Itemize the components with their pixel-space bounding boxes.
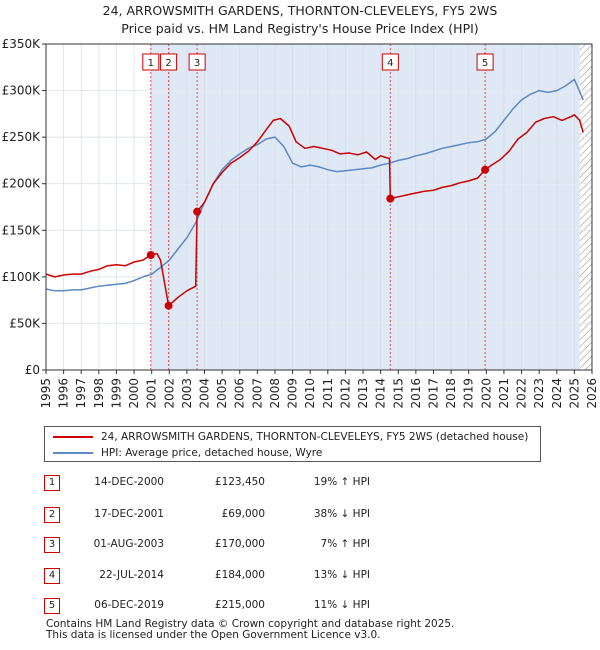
transaction-hpi: 19% ↑ HPI bbox=[313, 476, 370, 488]
x-tick-label: 2024 bbox=[550, 378, 564, 409]
sale-point bbox=[193, 207, 202, 216]
x-tick-label: 2002 bbox=[162, 378, 176, 409]
x-tick-label: 2001 bbox=[145, 378, 159, 409]
y-tick-label: £350K bbox=[2, 37, 42, 51]
transaction-row: 3 01-AUG-2003 £170,000 7% ↑ HPI bbox=[0, 534, 600, 556]
transaction-badge: 4 bbox=[44, 568, 60, 584]
transaction-date: 14-DEC-2000 bbox=[94, 476, 164, 488]
legend-swatch-hpi bbox=[53, 452, 93, 454]
chart-title: 24, ARROWSMITH GARDENS, THORNTON-CLEVELE… bbox=[0, 2, 600, 38]
transaction-hpi: 7% ↑ HPI bbox=[320, 538, 370, 550]
x-tick-label: 2026 bbox=[585, 378, 599, 409]
y-tick-label: £200K bbox=[2, 177, 42, 191]
sale-point bbox=[386, 194, 395, 203]
legend-item-property: 24, ARROWSMITH GARDENS, THORNTON-CLEVELE… bbox=[53, 429, 528, 445]
transaction-hpi: 13% ↓ HPI bbox=[313, 569, 370, 581]
sale-number-box bbox=[476, 53, 494, 71]
x-tick-label: 2022 bbox=[515, 378, 529, 409]
x-tick-label: 2007 bbox=[250, 378, 264, 409]
transaction-row: 4 22-JUL-2014 £184,000 13% ↓ HPI bbox=[0, 565, 600, 587]
transaction-price: £184,000 bbox=[214, 569, 265, 581]
legend-label-property: 24, ARROWSMITH GARDENS, THORNTON-CLEVELE… bbox=[101, 431, 529, 443]
transaction-hpi: 38% ↓ HPI bbox=[313, 508, 370, 520]
x-tick-label: 1995 bbox=[39, 378, 53, 409]
plot-frame bbox=[45, 43, 593, 371]
x-tick-label: 2014 bbox=[374, 378, 388, 409]
hpi-series-line bbox=[45, 78, 584, 292]
transaction-badge: 2 bbox=[44, 507, 60, 523]
transaction-date: 01-AUG-2003 bbox=[93, 538, 164, 550]
sale-number-label: 1 bbox=[148, 58, 154, 69]
sale-number-label: 5 bbox=[482, 58, 488, 69]
x-tick-label: 1997 bbox=[74, 378, 88, 409]
legend: 24, ARROWSMITH GARDENS, THORNTON-CLEVELE… bbox=[44, 426, 541, 462]
legend-item-hpi: HPI: Average price, detached house, Wyre bbox=[53, 445, 322, 461]
forecast-hatching bbox=[579, 44, 592, 370]
x-tick-label: 2015 bbox=[391, 378, 405, 409]
sale-number-box bbox=[160, 53, 178, 71]
footer-licence: This data is licensed under the Open Gov… bbox=[46, 629, 381, 641]
title-line-1: 24, ARROWSMITH GARDENS, THORNTON-CLEVELE… bbox=[102, 3, 498, 18]
transaction-date: 06-DEC-2019 bbox=[94, 599, 164, 611]
y-tick-label: £300K bbox=[2, 84, 42, 98]
x-tick-label: 2023 bbox=[532, 378, 546, 409]
transaction-row: 2 17-DEC-2001 £69,000 38% ↓ HPI bbox=[0, 504, 600, 526]
y-tick-label: £0 bbox=[25, 363, 40, 377]
x-tick-label: 2017 bbox=[426, 378, 440, 409]
x-tick-label: 2006 bbox=[233, 378, 247, 409]
transaction-hpi: 11% ↓ HPI bbox=[313, 599, 370, 611]
transaction-row: 5 06-DEC-2019 £215,000 11% ↓ HPI bbox=[0, 595, 600, 617]
y-tick-label: £100K bbox=[2, 270, 42, 284]
sale-point bbox=[481, 165, 490, 174]
y-tick-label: £250K bbox=[2, 130, 42, 144]
ownership-shading bbox=[150, 44, 580, 370]
sale-number-label: 4 bbox=[387, 58, 393, 69]
x-tick-label: 1996 bbox=[57, 378, 71, 409]
x-tick-label: 2025 bbox=[567, 378, 581, 409]
sale-number-box bbox=[188, 53, 206, 71]
transaction-badge: 1 bbox=[44, 475, 60, 491]
x-tick-label: 2016 bbox=[409, 378, 423, 409]
x-tick-label: 2018 bbox=[444, 378, 458, 409]
footer: Contains HM Land Registry data © Crown c… bbox=[46, 619, 454, 641]
footer-copyright: Contains HM Land Registry data © Crown c… bbox=[46, 618, 455, 630]
x-tick-label: 2005 bbox=[215, 378, 229, 409]
x-tick-label: 2010 bbox=[303, 378, 317, 409]
sale-number-box bbox=[142, 53, 160, 71]
transaction-price: £215,000 bbox=[214, 599, 265, 611]
x-tick-label: 2019 bbox=[462, 378, 476, 409]
x-tick-label: 2008 bbox=[268, 378, 282, 409]
x-tick-label: 2009 bbox=[286, 378, 300, 409]
sale-point bbox=[146, 251, 155, 260]
x-tick-label: 2013 bbox=[356, 378, 370, 409]
legend-swatch-property bbox=[53, 436, 93, 438]
x-tick-label: 2003 bbox=[180, 378, 194, 409]
sale-number-label: 2 bbox=[165, 58, 171, 69]
sale-number-box bbox=[381, 53, 399, 71]
y-tick-label: £150K bbox=[2, 223, 42, 237]
legend-label-hpi: HPI: Average price, detached house, Wyre bbox=[101, 447, 323, 459]
transaction-price: £123,450 bbox=[214, 476, 265, 488]
transaction-badge: 5 bbox=[44, 598, 60, 614]
y-tick-label: £50K bbox=[9, 316, 41, 330]
property-series-line bbox=[45, 114, 584, 307]
transaction-row: 1 14-DEC-2000 £123,450 19% ↑ HPI bbox=[0, 472, 600, 494]
x-tick-label: 2000 bbox=[127, 378, 141, 409]
title-line-2: Price paid vs. HM Land Registry's House … bbox=[121, 21, 479, 36]
x-tick-label: 2020 bbox=[479, 378, 493, 409]
transaction-price: £69,000 bbox=[221, 508, 265, 520]
x-tick-label: 2021 bbox=[497, 378, 511, 409]
x-tick-label: 2012 bbox=[338, 378, 352, 409]
transaction-date: 22-JUL-2014 bbox=[99, 569, 164, 581]
x-tick-label: 1998 bbox=[92, 378, 106, 409]
transaction-date: 17-DEC-2001 bbox=[94, 508, 164, 520]
sale-number-label: 3 bbox=[194, 58, 200, 69]
sale-point bbox=[164, 301, 173, 310]
x-tick-label: 2004 bbox=[198, 378, 212, 409]
transaction-price: £170,000 bbox=[214, 538, 265, 550]
x-tick-label: 2011 bbox=[321, 378, 335, 409]
transaction-badge: 3 bbox=[44, 537, 60, 553]
x-tick-label: 1999 bbox=[109, 378, 123, 409]
